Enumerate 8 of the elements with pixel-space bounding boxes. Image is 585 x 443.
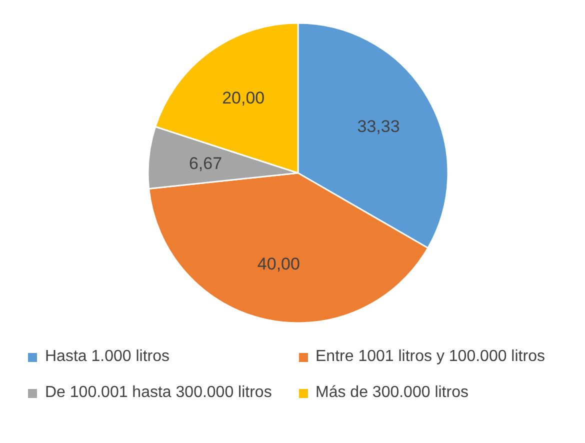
legend-label: Más de 300.000 litros (316, 384, 468, 402)
data-label: 20,00 (222, 88, 265, 108)
data-label: 6,67 (188, 154, 222, 173)
legend-label: Hasta 1.000 litros (45, 348, 170, 366)
data-label: 33,33 (357, 116, 400, 136)
legend-label: Entre 1001 litros y 100.000 litros (316, 348, 545, 366)
legend-label: De 100.001 hasta 300.000 litros (45, 384, 272, 402)
data-label: 40,00 (257, 254, 300, 274)
